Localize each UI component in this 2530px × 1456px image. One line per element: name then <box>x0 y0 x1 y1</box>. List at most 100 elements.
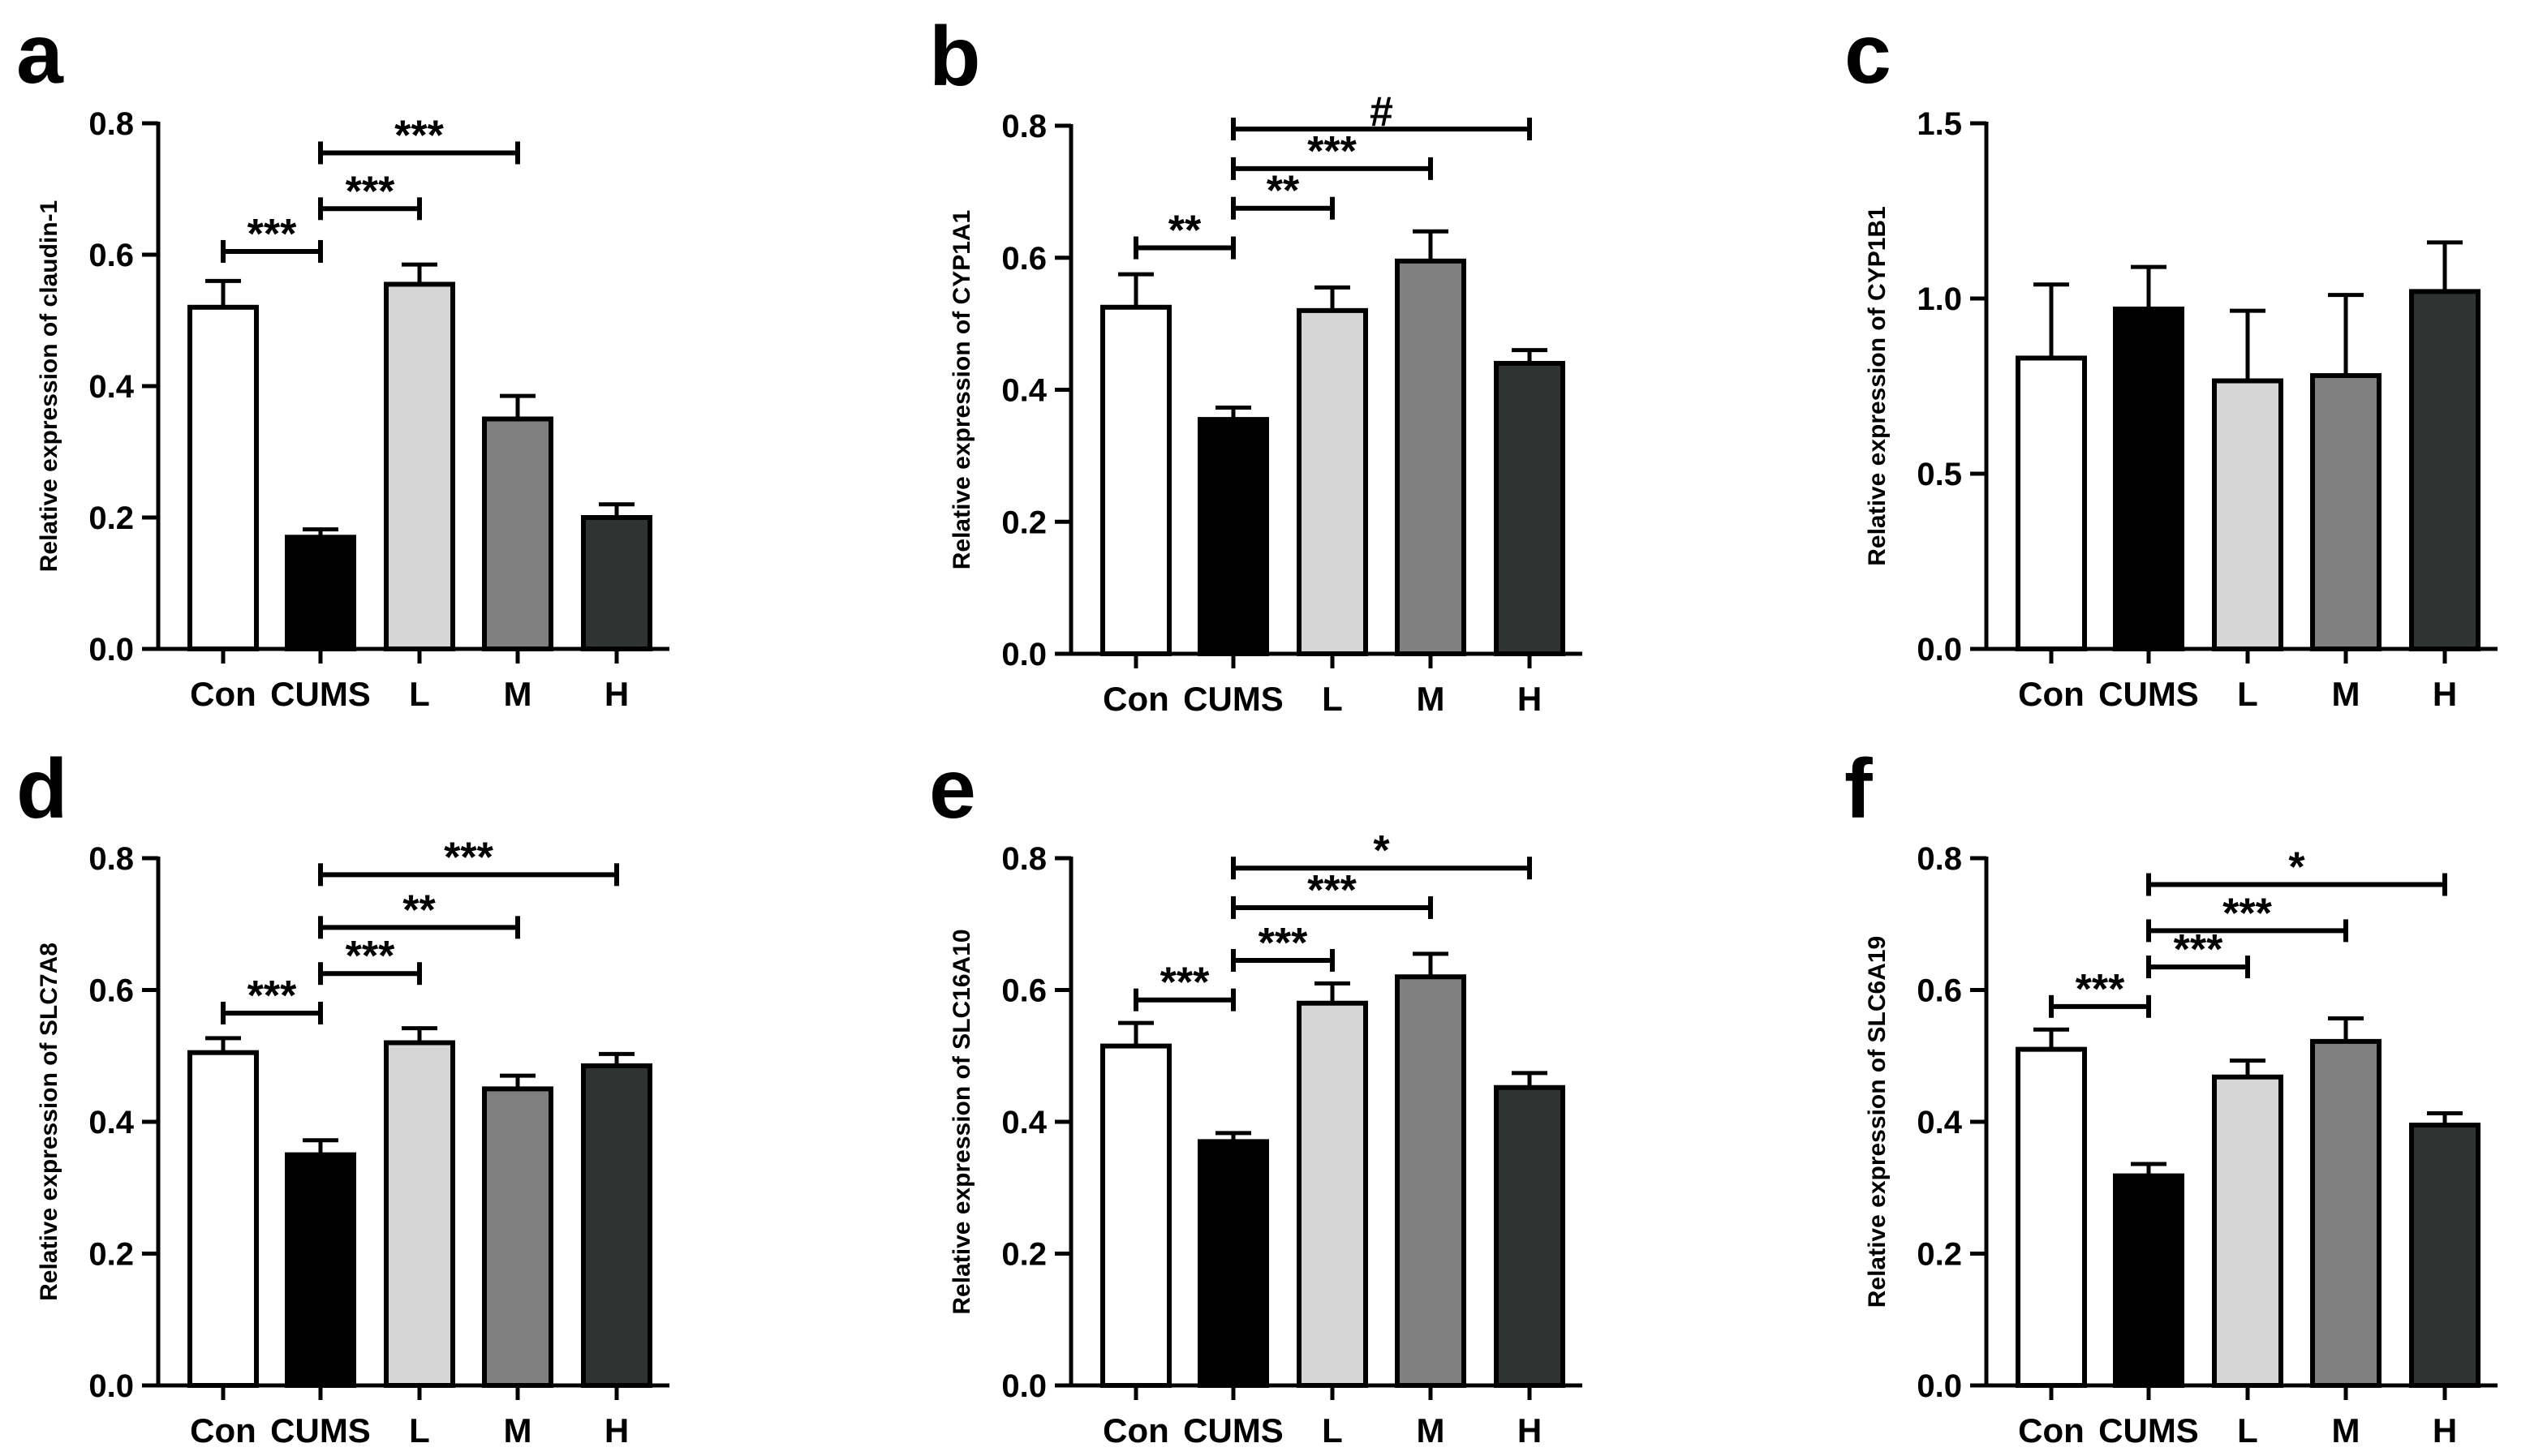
bar-H <box>2409 289 2481 651</box>
panel-letter-f: f <box>1844 742 1873 836</box>
x-tick-label-L: L <box>409 675 430 713</box>
sig-label: ** <box>1267 168 1300 215</box>
y-tick-label: 0.4 <box>1001 1105 1047 1140</box>
sig-label: *** <box>346 168 395 215</box>
y-tick-label: 0.8 <box>88 106 134 142</box>
y-tick-label: 0.0 <box>1001 637 1047 672</box>
bar-M <box>1395 974 1466 1388</box>
y-tick-label: 0.6 <box>1917 973 1962 1009</box>
x-tick-label-Con: Con <box>1103 1411 1169 1450</box>
y-tick-label: 0.6 <box>1001 973 1047 1009</box>
x-tick-label-CUMS: CUMS <box>270 675 371 713</box>
x-tick-label-CUMS: CUMS <box>1183 1411 1284 1450</box>
bar-L <box>384 1040 455 1388</box>
y-axis-title: Relative expression of SLC6A19 <box>1864 936 1891 1308</box>
y-tick-label: 0.4 <box>1917 1105 1962 1140</box>
x-tick-label-L: L <box>2237 1411 2258 1450</box>
x-tick-label-M: M <box>2332 675 2360 713</box>
bar-CUMS <box>285 1152 356 1388</box>
y-tick-label: 0.6 <box>88 238 134 273</box>
panel-d: d Relative expression of SLC7A8 0.0 0.2 0.4 0… <box>16 742 669 1450</box>
sig-label: *** <box>247 973 297 1020</box>
x-tick-label-Con: Con <box>2018 675 2085 713</box>
sig-label: *** <box>1307 128 1357 175</box>
x-tick-label-CUMS: CUMS <box>1183 680 1284 718</box>
y-tick-label: 0.2 <box>1001 505 1047 540</box>
x-tick-label-CUMS: CUMS <box>2098 675 2199 713</box>
y-tick-label: 0.0 <box>1917 1368 1962 1404</box>
y-axis-title: Relative expression of SLC16A10 <box>949 929 975 1314</box>
bar-Con <box>187 1050 259 1388</box>
bar-CUMS <box>2113 306 2184 651</box>
sig-label: * <box>2288 844 2305 891</box>
y-tick-label: 0.8 <box>88 841 134 877</box>
bar-L <box>2212 1074 2283 1388</box>
sig-label: *** <box>247 211 297 258</box>
x-tick-label-Con: Con <box>190 675 256 713</box>
sig-label: *** <box>394 112 444 159</box>
x-tick-label-M: M <box>2332 1411 2360 1450</box>
y-tick-label: 0.2 <box>88 500 134 536</box>
y-tick-label: 0.4 <box>88 1105 134 1140</box>
y-tick-label: 1.5 <box>1917 106 1962 142</box>
y-axis-title: Relative expression of CYP1B1 <box>1864 206 1891 566</box>
y-axis-title: Relative expression of claudin-1 <box>36 200 62 572</box>
x-tick-label-Con: Con <box>190 1411 256 1450</box>
sig-label: *** <box>346 933 395 980</box>
bar-Con <box>1100 1043 1172 1388</box>
y-tick-label: 0.0 <box>1001 1368 1047 1404</box>
y-tick-label: 0.0 <box>1917 632 1962 668</box>
x-tick-label-H: H <box>2433 1411 2457 1450</box>
panel-e: e Relative expression of SLC16A10 0.0 0.2 0.… <box>929 742 1582 1450</box>
bar-Con <box>1100 304 1172 656</box>
sig-label: *** <box>1307 867 1357 914</box>
bar-H <box>581 515 652 651</box>
panel-letter-e: e <box>929 742 976 836</box>
bar-CUMS <box>1198 417 1269 657</box>
x-tick-label-H: H <box>2433 675 2457 713</box>
panel-letter-a: a <box>16 7 64 101</box>
x-tick-label-CUMS: CUMS <box>2098 1411 2199 1450</box>
x-tick-label-H: H <box>605 1411 629 1450</box>
x-tick-label-CUMS: CUMS <box>270 1411 371 1450</box>
bar-CUMS <box>1198 1139 1269 1388</box>
y-tick-label: 0.8 <box>1917 841 1962 877</box>
bar-CUMS <box>2113 1173 2184 1388</box>
panel-a: a Relative expression of claudin-1 0.0 0.2 0… <box>16 7 669 713</box>
bar-H <box>1494 360 1565 656</box>
bar-H <box>2409 1123 2481 1388</box>
bar-M <box>482 1086 553 1388</box>
panel-letter-d: d <box>16 742 68 836</box>
bar-L <box>1297 307 1368 656</box>
y-tick-label: 0.2 <box>1001 1237 1047 1273</box>
sig-label: *** <box>1160 960 1210 1007</box>
x-tick-label-M: M <box>1417 680 1445 718</box>
y-tick-label: 0.6 <box>88 973 134 1009</box>
y-axis-title: Relative expression of CYP1A1 <box>949 210 975 570</box>
sig-label: *** <box>444 834 493 881</box>
sig-label: *** <box>2222 890 2272 937</box>
bar-L <box>2212 378 2283 651</box>
y-axis-title: Relative expression of SLC7A8 <box>36 943 62 1301</box>
bar-M <box>2310 373 2382 651</box>
x-tick-label-M: M <box>504 675 532 713</box>
bar-Con <box>2016 355 2087 651</box>
x-tick-label-H: H <box>1517 1411 1542 1450</box>
y-tick-label: 0.0 <box>88 1368 134 1404</box>
bar-Con <box>187 304 259 651</box>
bar-CUMS <box>285 535 356 651</box>
y-tick-label: 0.8 <box>1001 841 1047 877</box>
bar-H <box>581 1063 652 1388</box>
x-tick-label-M: M <box>1417 1411 1445 1450</box>
y-tick-label: 0.2 <box>88 1237 134 1273</box>
bar-L <box>1297 1000 1368 1388</box>
bar-H <box>1494 1084 1565 1388</box>
panel-b: b Relative expression of CYP1A1 0.0 0.2 0.4 0… <box>929 10 1582 718</box>
bar-M <box>2310 1038 2382 1388</box>
x-tick-label-H: H <box>605 675 629 713</box>
x-tick-label-H: H <box>1517 680 1542 718</box>
panel-f: f Relative expression of SLC6A19 0.0 0.2 0.4… <box>1844 742 2498 1450</box>
sig-label: *** <box>2076 966 2125 1013</box>
x-tick-label-L: L <box>1322 680 1343 718</box>
panel-letter-b: b <box>929 10 981 104</box>
